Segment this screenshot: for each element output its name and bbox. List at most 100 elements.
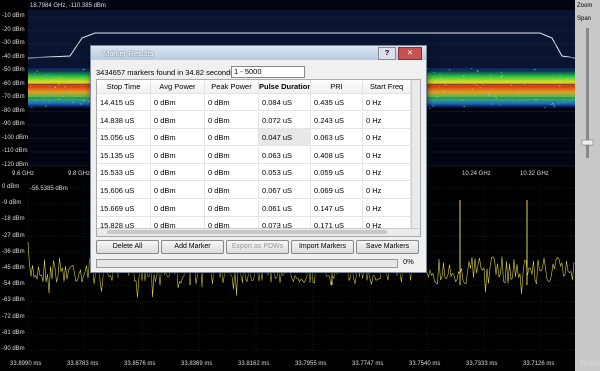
- waterfall-speck: [80, 103, 82, 105]
- waterfall-speck: [490, 75, 492, 76]
- table-cell: 0 dBm: [205, 182, 259, 199]
- waterfall-speck: [62, 96, 64, 97]
- waterfall-speck: [552, 103, 554, 105]
- waterfall-speck: [31, 106, 33, 108]
- close-button[interactable]: ✕: [398, 47, 422, 60]
- waterfall-speck: [535, 99, 537, 100]
- x-tick-label: 33.8990 ms: [10, 361, 42, 367]
- waterfall-speck: [433, 100, 435, 102]
- waterfall-speck: [436, 96, 438, 98]
- y-tick-label: -90 dBm: [2, 121, 25, 127]
- zoom-slider[interactable]: [586, 28, 589, 158]
- x-tick-label: 9.6 GHz: [12, 171, 35, 177]
- x-tick-label: 10.32 GHz: [520, 171, 549, 177]
- table-cell: 0.063 uS: [259, 146, 311, 164]
- waterfall-speck: [471, 75, 473, 77]
- title-bar: Marker Results ? ✕: [91, 46, 426, 60]
- waterfall-speck: [87, 97, 89, 98]
- table-cell: 0 dBm: [151, 111, 205, 129]
- waterfall-speck: [480, 82, 482, 84]
- waterfall-speck: [476, 84, 479, 86]
- vertical-scrollbar[interactable]: [411, 80, 420, 228]
- table-cell: 15.606 uS: [97, 182, 151, 199]
- x-tick-label: 33.6919 ms: [580, 361, 600, 367]
- x-tick-label: 9.8 GHz: [68, 171, 91, 177]
- waterfall-speck: [533, 81, 536, 83]
- waterfall-speck: [568, 92, 571, 94]
- x-tick-label: 33.7540 ms: [409, 361, 441, 367]
- x-tick-label: 10.24 GHz: [462, 171, 491, 177]
- waterfall-speck: [34, 100, 36, 102]
- waterfall-speck: [534, 68, 537, 70]
- waterfall-speck: [82, 69, 84, 71]
- table-cell: 0 dBm: [205, 164, 259, 182]
- y-tick-label: -90 dBm: [2, 346, 25, 352]
- waterfall-speck: [564, 101, 566, 103]
- waterfall-speck: [461, 99, 463, 101]
- waterfall-speck: [490, 73, 492, 75]
- waterfall-speck: [495, 97, 497, 99]
- waterfall-speck: [559, 74, 561, 76]
- table-cell: 0 dBm: [151, 164, 205, 182]
- y-tick-label: -63 dBm: [2, 297, 25, 304]
- waterfall-speck: [81, 77, 84, 79]
- waterfall-speck: [29, 85, 32, 87]
- range-dropdown[interactable]: 1 - 5000: [231, 66, 305, 78]
- waterfall-speck: [533, 69, 535, 70]
- dialog-title: Marker Results: [103, 49, 154, 58]
- waterfall-speck: [48, 101, 50, 103]
- waterfall-speck: [448, 69, 451, 71]
- waterfall-speck: [445, 89, 448, 91]
- waterfall-speck: [489, 92, 491, 94]
- waterfall-speck: [470, 68, 473, 69]
- y-tick-label: -18 dBm: [2, 216, 25, 223]
- scroll-thumb[interactable]: [107, 230, 387, 234]
- progress-bar: [96, 259, 398, 268]
- table-cell: 0 dBm: [205, 111, 259, 129]
- waterfall-speck: [500, 71, 503, 73]
- waterfall-speck: [476, 70, 479, 72]
- span-label: Span: [577, 16, 592, 22]
- waterfall-speck: [567, 78, 569, 80]
- table-cell: 0 Hz: [363, 182, 411, 199]
- help-button[interactable]: ?: [378, 47, 396, 60]
- y-tick-label: -72 dBm: [2, 313, 25, 320]
- results-table: Stop Time Avg Power Peak Power Pulse Durati…: [96, 79, 421, 237]
- table-cell: 0.147 uS: [311, 199, 363, 217]
- column-header: Pulse Duration: [259, 80, 311, 94]
- waterfall-speck: [65, 92, 68, 94]
- marker-results-dialog: Marker Results ? ✕ 3434657 markers found…: [90, 45, 427, 273]
- y-tick-label: -80 dBm: [2, 107, 25, 114]
- y-tick-label: 0 dBm: [2, 184, 20, 190]
- zoom-thumb[interactable]: [581, 139, 594, 146]
- dialog-button[interactable]: Import Markers: [291, 240, 354, 254]
- waterfall-speck: [42, 98, 45, 99]
- dialog-button[interactable]: Delete All: [96, 240, 159, 254]
- x-tick-label: 33.8162 ms: [238, 361, 270, 367]
- waterfall-speck: [52, 75, 54, 77]
- waterfall-speck: [510, 84, 513, 86]
- table-cell: 0.067 uS: [259, 182, 311, 199]
- y-tick-label: -50 dBm: [2, 67, 25, 73]
- dialog-button[interactable]: Save Markers: [356, 240, 419, 254]
- waterfall-speck: [518, 101, 521, 103]
- x-tick-label: 33.8783 ms: [67, 361, 99, 367]
- waterfall-speck: [553, 106, 555, 108]
- waterfall-speck: [88, 100, 90, 102]
- waterfall-speck: [570, 78, 572, 79]
- waterfall-speck: [426, 76, 429, 78]
- table-cell: 14.415 uS: [97, 94, 151, 111]
- table-cell: 0.408 uS: [311, 146, 363, 164]
- waterfall-speck: [439, 73, 442, 75]
- waterfall-speck: [64, 86, 66, 88]
- waterfall-speck: [462, 79, 465, 81]
- dialog-button[interactable]: Export as PDWs: [226, 240, 289, 254]
- column-header: PRI: [311, 80, 363, 94]
- table-cell: 0 dBm: [151, 182, 205, 199]
- x-tick-label: 33.7955 ms: [295, 361, 327, 367]
- y-tick-label: -60 dBm: [2, 80, 25, 87]
- table-cell: 0 dBm: [205, 129, 259, 147]
- waterfall-speck: [83, 99, 85, 101]
- y-tick-label: -40 dBm: [2, 53, 25, 60]
- dialog-button[interactable]: Add Marker: [161, 240, 224, 254]
